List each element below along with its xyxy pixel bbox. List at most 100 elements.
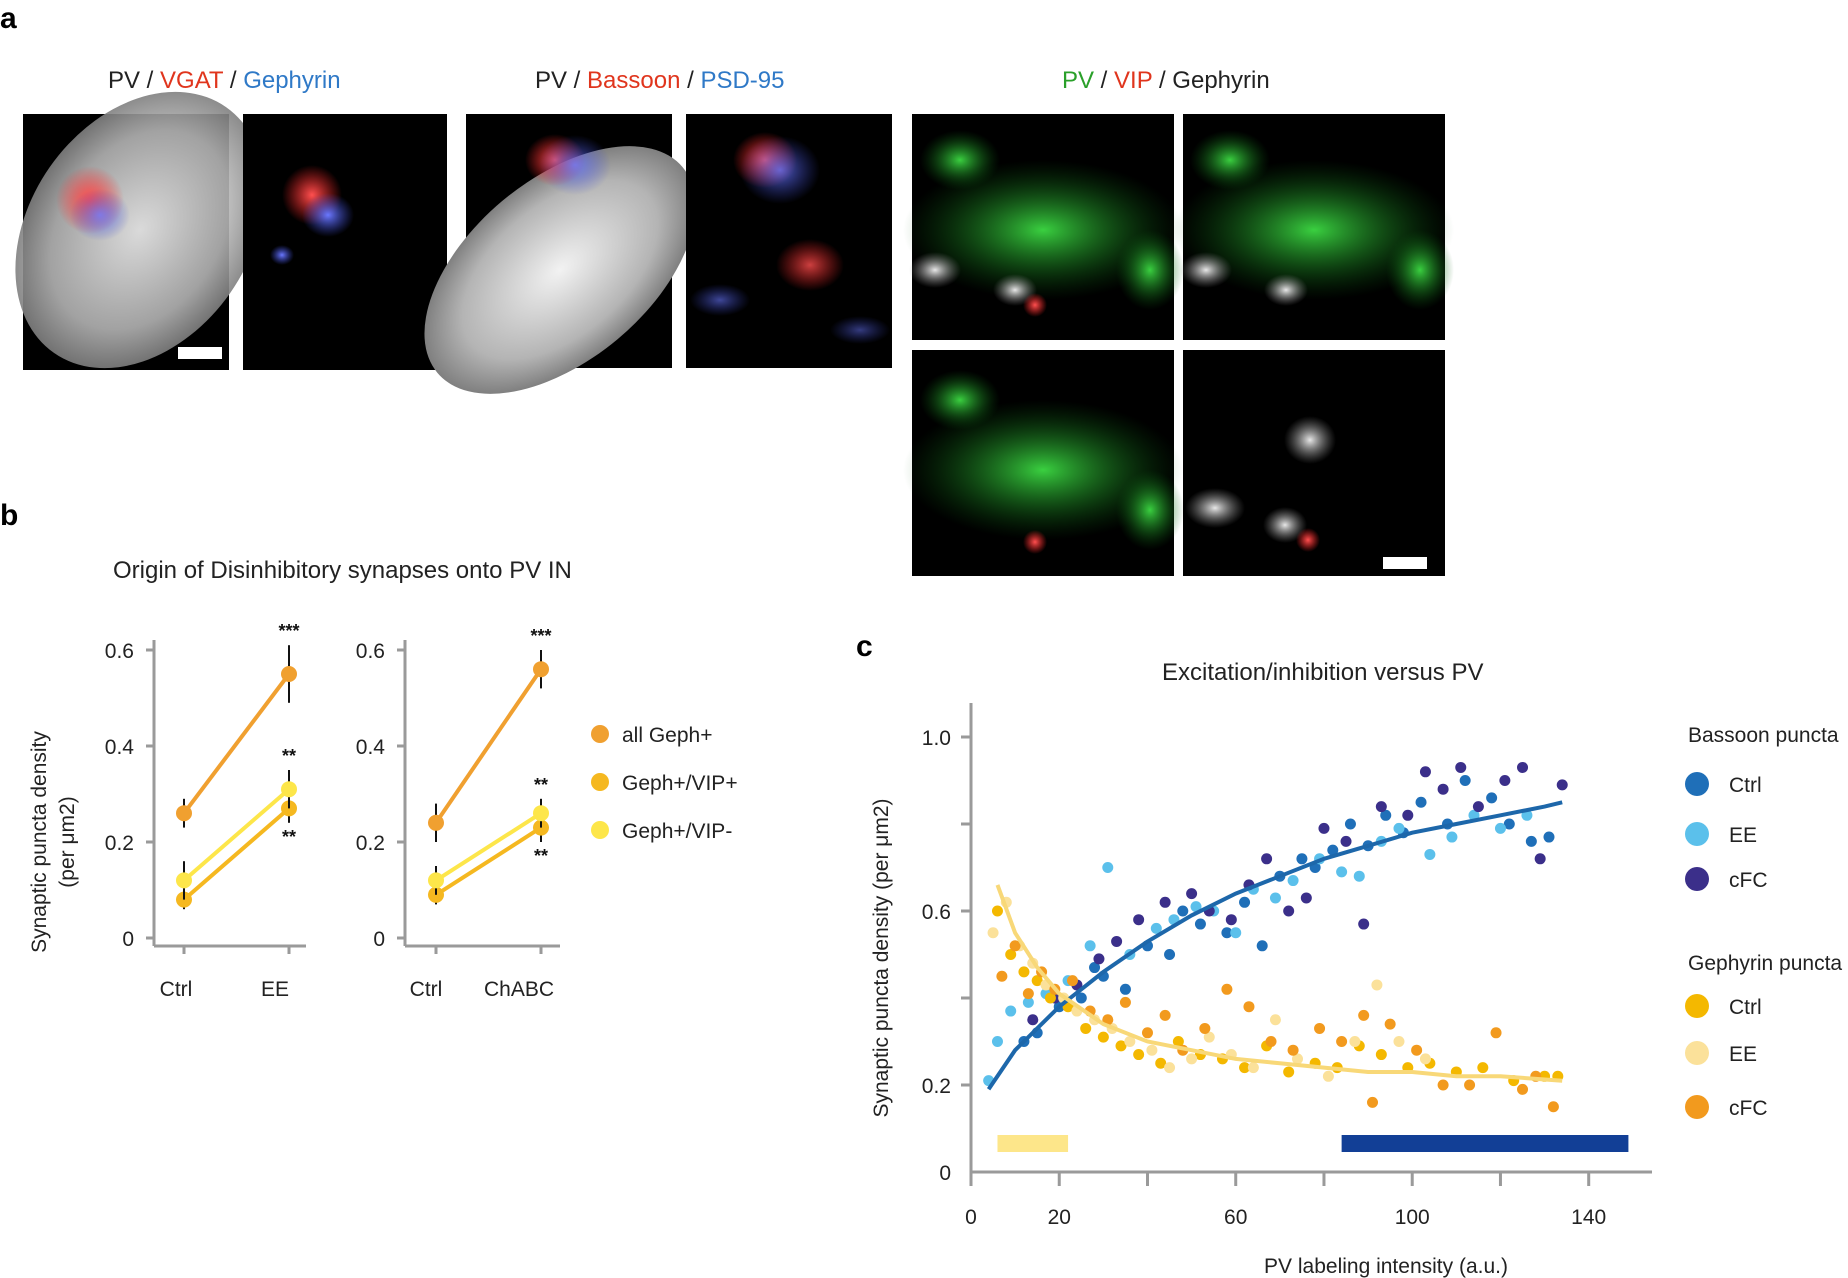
y-tick-label: 0.6 — [356, 640, 385, 663]
scatter-point — [1490, 1027, 1502, 1039]
y-tick-label: 0 — [373, 928, 385, 951]
x-tick-label: EE — [261, 978, 289, 1001]
scatter-point — [1005, 949, 1017, 960]
scatter-point — [1225, 914, 1237, 926]
legend-marker-gephyrin-cfc — [1685, 1095, 1709, 1119]
data-point — [533, 805, 549, 822]
bassoon-fit-curve — [986, 800, 1563, 1091]
series-line — [434, 811, 543, 883]
scatter-point — [1499, 775, 1511, 786]
x-tick-label: Ctrl — [160, 978, 193, 1001]
scatter-point — [1419, 1053, 1431, 1065]
scatter-point — [1203, 1031, 1215, 1043]
data-point — [281, 781, 297, 798]
scatter-point — [1084, 940, 1096, 952]
scatter-point — [1380, 809, 1392, 821]
legend-marker-geph-vip-neg — [591, 821, 609, 839]
scatter-point — [1292, 1053, 1303, 1065]
scatter-point — [987, 927, 999, 939]
scatter-point — [1322, 1070, 1334, 1082]
scatter-point — [1269, 1014, 1281, 1026]
scatter-point — [1124, 1036, 1136, 1047]
legend-label-bassoon-ee: EE — [1729, 824, 1757, 847]
data-point — [176, 872, 192, 889]
x-tick-label: Ctrl — [410, 978, 443, 1001]
scatter-point — [1027, 1014, 1039, 1026]
x-tick-label: 100 — [1395, 1206, 1430, 1229]
scatter-point — [1367, 1096, 1379, 1108]
scatter-point — [1455, 761, 1467, 773]
scatter-point — [1556, 779, 1568, 791]
scatter-point — [1547, 1101, 1559, 1113]
micrograph-pv-vgat-gephyrin — [15, 91, 265, 370]
y-tick-label: 1.0 — [922, 727, 951, 750]
legend-label-geph-vip-pos: Geph+/VIP+ — [622, 772, 738, 795]
y-tick-label: 0 — [122, 928, 134, 951]
panel-c-y-axis-label: Synaptic puncta density (per μm2) — [870, 798, 893, 1117]
scatter-point — [1221, 983, 1233, 995]
legend-marker-bassoon-cfc — [1685, 867, 1709, 891]
scatter-point — [1221, 927, 1233, 939]
scatter-point — [991, 1036, 1003, 1047]
scatter-point — [1194, 918, 1206, 930]
micrograph-bassoon-psd95 — [686, 114, 892, 368]
scale-bar — [178, 347, 222, 359]
x-tick-label: 140 — [1571, 1206, 1606, 1229]
significance-label: ** — [534, 846, 548, 866]
high-pv-range-bar — [1341, 1135, 1629, 1152]
scatter-point — [1300, 892, 1312, 904]
x-tick-label: 60 — [1224, 1206, 1247, 1229]
panel-b-legend: all Geph+ Geph+/VIP+ Geph+/VIP- — [591, 724, 738, 843]
scatter-point — [1102, 1014, 1114, 1026]
legend-marker-geph-vip-pos — [591, 773, 609, 791]
panel-c-legend: Bassoon puncta Ctrl EE cFC Gephyrin punc… — [1685, 724, 1842, 1120]
data-point — [428, 872, 444, 889]
scatter-point — [1177, 905, 1189, 917]
series-line — [182, 806, 291, 902]
scatter-point — [1446, 831, 1458, 843]
scatter-point — [1344, 818, 1356, 830]
scatter-point — [1534, 853, 1546, 865]
y-tick-label: 0.2 — [356, 832, 385, 855]
scatter-point — [1464, 1079, 1476, 1091]
panel-a-title-3: PV / VIP / Gephyrin — [1062, 67, 1270, 94]
scatter-point — [1005, 1005, 1017, 1017]
scatter-point — [1256, 940, 1268, 952]
panel-b-label: b — [0, 499, 18, 532]
scatter-point — [1358, 918, 1370, 930]
y-tick-label: 0.4 — [356, 736, 386, 759]
legend-label-all-geph: all Geph+ — [622, 724, 712, 747]
scatter-point — [1089, 962, 1101, 974]
scatter-point — [1093, 953, 1105, 965]
scatter-point — [1141, 1027, 1153, 1039]
scatter-point — [1190, 901, 1202, 913]
scatter-point — [1022, 988, 1034, 1000]
significance-label: ** — [282, 746, 296, 766]
scatter-point — [1411, 1044, 1423, 1056]
scatter-point — [1424, 848, 1436, 860]
scatter-point — [1239, 896, 1251, 908]
x-tick-label: 20 — [1048, 1206, 1071, 1229]
scatter-point — [1296, 853, 1308, 865]
scatter-point — [1172, 1036, 1184, 1047]
scatter-point — [1199, 1022, 1211, 1034]
scatter-point — [1327, 844, 1339, 856]
scatter-point — [1159, 1009, 1171, 1021]
legend-gephyrin-title: Gephyrin puncta — [1688, 952, 1842, 975]
scatter-point — [1375, 801, 1387, 813]
legend-bassoon-title: Bassoon puncta — [1688, 724, 1839, 747]
scatter-point — [996, 970, 1008, 982]
gephyrin-fit-curve — [995, 884, 1563, 1083]
scatter-point — [1349, 1036, 1361, 1047]
micrograph-pv-vip-gephyrin-2 — [1174, 114, 1454, 340]
scatter-point — [1472, 801, 1484, 813]
scatter-point — [1239, 1062, 1251, 1074]
scatter-point — [1525, 835, 1537, 847]
series-line — [434, 668, 543, 824]
data-point — [281, 666, 297, 682]
scatter-point — [1119, 996, 1131, 1008]
legend-marker-all-geph — [591, 725, 609, 743]
